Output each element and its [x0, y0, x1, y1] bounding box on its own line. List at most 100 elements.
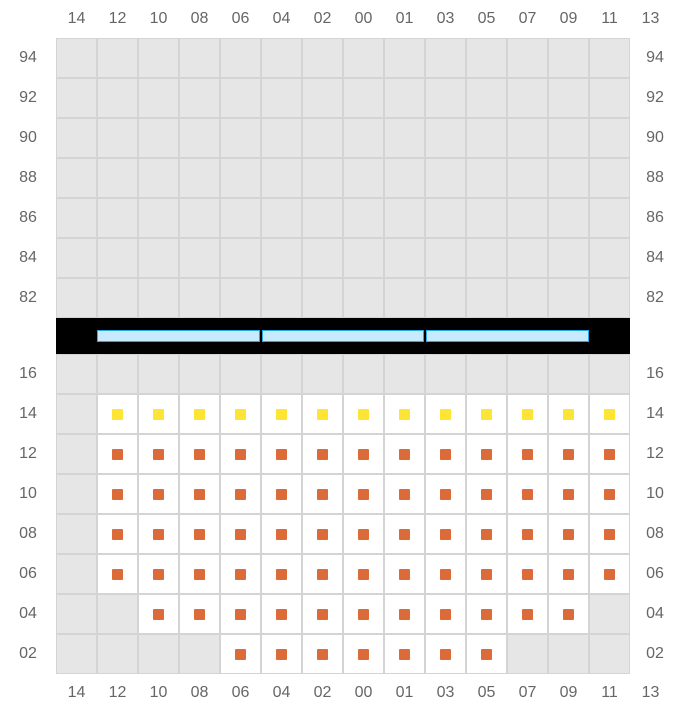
grid-cell[interactable] — [425, 394, 466, 434]
seat-marker[interactable] — [153, 529, 164, 540]
seat-marker[interactable] — [563, 529, 574, 540]
seat-marker[interactable] — [235, 449, 246, 460]
seat-marker[interactable] — [317, 569, 328, 580]
grid-cell[interactable] — [138, 38, 179, 78]
grid-cell[interactable] — [425, 238, 466, 278]
grid-cell[interactable] — [548, 474, 589, 514]
seat-marker[interactable] — [235, 569, 246, 580]
grid-cell[interactable] — [97, 554, 138, 594]
grid-cell[interactable] — [384, 634, 425, 674]
grid-cell[interactable] — [507, 78, 548, 118]
grid-cell[interactable] — [343, 118, 384, 158]
grid-cell[interactable] — [507, 514, 548, 554]
grid-cell[interactable] — [548, 78, 589, 118]
seat-marker[interactable] — [399, 409, 410, 420]
seat-marker[interactable] — [399, 609, 410, 620]
seat-marker[interactable] — [481, 449, 492, 460]
grid-cell[interactable] — [384, 278, 425, 318]
seat-marker[interactable] — [440, 409, 451, 420]
grid-cell[interactable] — [302, 514, 343, 554]
grid-cell[interactable] — [138, 434, 179, 474]
grid-cell[interactable] — [507, 118, 548, 158]
grid-cell[interactable] — [261, 474, 302, 514]
grid-cell[interactable] — [97, 514, 138, 554]
grid-cell[interactable] — [179, 434, 220, 474]
seat-marker[interactable] — [440, 529, 451, 540]
grid-cell[interactable] — [261, 278, 302, 318]
grid-cell[interactable] — [589, 554, 630, 594]
seat-marker[interactable] — [358, 409, 369, 420]
grid-cell[interactable] — [97, 158, 138, 198]
seat-marker[interactable] — [276, 569, 287, 580]
seat-marker[interactable] — [522, 449, 533, 460]
grid-cell[interactable] — [220, 278, 261, 318]
grid-cell[interactable] — [56, 238, 97, 278]
grid-cell[interactable] — [261, 78, 302, 118]
grid-cell[interactable] — [589, 198, 630, 238]
grid-cell[interactable] — [343, 594, 384, 634]
grid-cell[interactable] — [302, 38, 343, 78]
grid-cell[interactable] — [466, 78, 507, 118]
seat-marker[interactable] — [276, 649, 287, 660]
grid-cell[interactable] — [302, 198, 343, 238]
grid-cell[interactable] — [97, 394, 138, 434]
grid-cell[interactable] — [97, 278, 138, 318]
grid-cell[interactable] — [425, 474, 466, 514]
grid-cell[interactable] — [220, 554, 261, 594]
grid-cell[interactable] — [466, 594, 507, 634]
grid-cell[interactable] — [343, 158, 384, 198]
grid-cell[interactable] — [261, 158, 302, 198]
grid-cell[interactable] — [179, 594, 220, 634]
grid-cell[interactable] — [343, 38, 384, 78]
grid-cell[interactable] — [466, 394, 507, 434]
grid-cell[interactable] — [261, 594, 302, 634]
grid-cell[interactable] — [56, 158, 97, 198]
seat-marker[interactable] — [522, 529, 533, 540]
grid-cell[interactable] — [384, 554, 425, 594]
grid-cell[interactable] — [589, 594, 630, 634]
seat-marker[interactable] — [481, 489, 492, 500]
seat-marker[interactable] — [317, 529, 328, 540]
grid-cell[interactable] — [425, 198, 466, 238]
grid-cell[interactable] — [56, 354, 97, 394]
grid-cell[interactable] — [343, 278, 384, 318]
grid-cell[interactable] — [425, 634, 466, 674]
grid-cell[interactable] — [384, 158, 425, 198]
grid-cell[interactable] — [548, 354, 589, 394]
grid-cell[interactable] — [138, 118, 179, 158]
grid-cell[interactable] — [343, 514, 384, 554]
grid-cell[interactable] — [261, 354, 302, 394]
grid-cell[interactable] — [343, 634, 384, 674]
seat-marker[interactable] — [317, 649, 328, 660]
seat-marker[interactable] — [194, 449, 205, 460]
seat-marker[interactable] — [604, 569, 615, 580]
seat-marker[interactable] — [604, 409, 615, 420]
grid-cell[interactable] — [179, 38, 220, 78]
grid-cell[interactable] — [425, 594, 466, 634]
grid-cell[interactable] — [179, 238, 220, 278]
grid-cell[interactable] — [425, 158, 466, 198]
seat-marker[interactable] — [563, 609, 574, 620]
grid-cell[interactable] — [589, 238, 630, 278]
grid-cell[interactable] — [179, 354, 220, 394]
grid-cell[interactable] — [425, 78, 466, 118]
grid-cell[interactable] — [343, 474, 384, 514]
grid-cell[interactable] — [425, 554, 466, 594]
seat-marker[interactable] — [481, 529, 492, 540]
grid-cell[interactable] — [466, 554, 507, 594]
grid-cell[interactable] — [548, 278, 589, 318]
grid-cell[interactable] — [220, 594, 261, 634]
seat-marker[interactable] — [440, 449, 451, 460]
grid-cell[interactable] — [343, 238, 384, 278]
grid-cell[interactable] — [466, 38, 507, 78]
grid-cell[interactable] — [548, 394, 589, 434]
seat-marker[interactable] — [399, 649, 410, 660]
seat-marker[interactable] — [194, 409, 205, 420]
grid-cell[interactable] — [425, 278, 466, 318]
grid-cell[interactable] — [220, 514, 261, 554]
grid-cell[interactable] — [425, 354, 466, 394]
grid-cell[interactable] — [425, 118, 466, 158]
grid-cell[interactable] — [466, 514, 507, 554]
seat-marker[interactable] — [358, 649, 369, 660]
grid-cell[interactable] — [425, 514, 466, 554]
